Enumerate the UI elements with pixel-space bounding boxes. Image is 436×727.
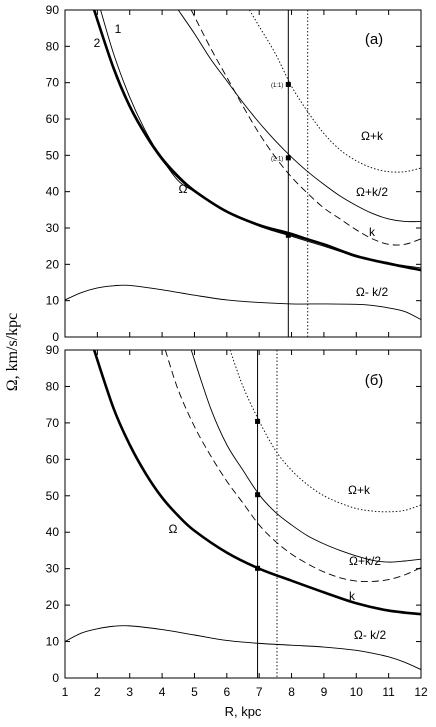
series-label: Ω (179, 182, 188, 196)
y-axis-title: Ω, km/s/kpc (4, 313, 21, 392)
y-tick-label: 70 (46, 416, 60, 430)
plot-frame (64, 349, 422, 679)
series-line (249, 10, 421, 173)
series-label: 1 (115, 22, 122, 36)
y-tick-label: 80 (46, 379, 60, 393)
series-label: k (349, 589, 356, 603)
y-tick-label: 50 (46, 489, 60, 503)
series-line (65, 284, 421, 320)
marker-point (285, 155, 291, 161)
y-tick-label: 60 (46, 112, 60, 126)
y-tick-label: 10 (46, 294, 60, 308)
y-tick-label: 20 (46, 257, 60, 271)
y-tick-label: 50 (46, 148, 60, 162)
series-line (229, 350, 421, 513)
plot-area (65, 350, 421, 678)
y-tick-label: 0 (52, 671, 59, 685)
plot-area (65, 10, 421, 337)
x-tick-label: 3 (126, 685, 133, 699)
series-label: Ω+k (348, 483, 371, 497)
x-tick-label: 12 (414, 685, 428, 699)
y-tick-label: 30 (46, 221, 60, 235)
x-tick-label: 11 (382, 685, 395, 699)
x-tick-label: 7 (256, 685, 263, 699)
y-tick-label: 80 (46, 39, 60, 53)
marker-label: (2:1) (271, 156, 283, 162)
series-label: Ω (169, 522, 178, 536)
series-label: Ω+k/2 (356, 185, 388, 199)
series-label: k (369, 225, 376, 239)
x-tick-label: 10 (350, 685, 364, 699)
x-tick-label: 2 (94, 685, 101, 699)
y-tick-label: 30 (46, 562, 60, 576)
x-tick-label: 4 (159, 685, 166, 699)
marker-point (285, 232, 291, 238)
series-line (92, 350, 421, 616)
series-label: 2 (94, 36, 101, 50)
chart-panel-1: 0 10 20 30 40 50 60 70 80 90 (1:1) (2:1) Ω 12 Ω+k Ω+k/2… (46, 3, 422, 344)
panel-label: (а) (365, 31, 383, 48)
y-tick-label: 0 (52, 330, 59, 344)
y-tick-label: 90 (46, 343, 60, 357)
series-line (65, 625, 421, 671)
x-tick-label: 8 (288, 685, 295, 699)
y-tick-label: 40 (46, 185, 60, 199)
plot-frame (64, 9, 422, 338)
series-line (190, 10, 421, 246)
marker-point (255, 492, 261, 498)
x-tick-label: 1 (62, 685, 69, 699)
marker-point (255, 565, 261, 571)
x-tick-label: 9 (321, 685, 328, 699)
y-tick-label: 20 (46, 598, 60, 612)
marker-point (285, 81, 291, 87)
y-tick-label: 60 (46, 452, 60, 466)
marker-point (255, 418, 261, 424)
marker-label: (1:1) (271, 83, 283, 89)
series-label: Ω- k/2 (356, 285, 389, 299)
series-line (190, 350, 421, 563)
y-tick-label: 40 (46, 525, 60, 539)
y-tick-label: 10 (46, 635, 60, 649)
series-line (177, 10, 421, 223)
x-tick-label: 6 (223, 685, 230, 699)
series-line (164, 350, 421, 583)
y-tick-label: 90 (46, 3, 60, 17)
panel-label: (б) (365, 372, 384, 389)
y-tick-label: 70 (46, 76, 60, 90)
series-label: Ω- k/2 (354, 628, 387, 642)
x-axis-title: R, kpc (225, 704, 262, 719)
series-label: Ω+k/2 (349, 554, 381, 568)
series-line (93, 10, 421, 269)
x-tick-label: 5 (191, 685, 198, 699)
series-label: Ω+k (361, 129, 384, 143)
